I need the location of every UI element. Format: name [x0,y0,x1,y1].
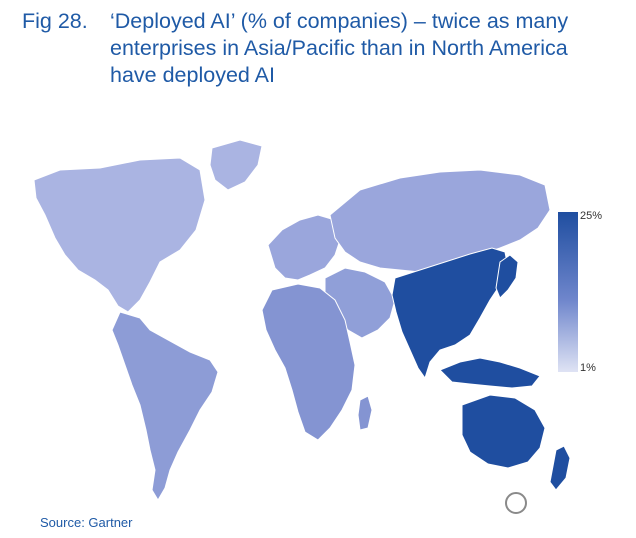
title-line-2: enterprises in Asia/Pacific than in Nort… [110,36,568,60]
region-africa [261,283,356,441]
region-russia-central-asia [329,169,551,273]
source-note: Source: Gartner [40,515,133,530]
region-japan [495,254,519,299]
title-line-3: have deployed AI [110,63,275,87]
region-madagascar [357,395,373,431]
region-indonesia-philippines [439,357,541,389]
figure-number: Fig 28. [22,9,88,33]
region-europe [267,214,341,281]
title-line-1: ‘Deployed AI’ (% of companies) – twice a… [110,9,569,33]
region-asia-pacific-mainland [391,247,509,380]
region-greenland [209,139,263,191]
region-north-america [33,157,206,313]
legend-min-label: 1% [580,362,596,374]
watermark-icon [505,492,527,514]
region-new-zealand [549,445,571,491]
region-latin-america [111,311,219,501]
watermark-logo [505,490,629,532]
figure-title: Fig 28. ‘Deployed AI’ (% of companies) –… [22,8,622,89]
regions-layer [33,139,571,501]
legend-max-label: 25% [580,210,603,222]
color-scale-legend [558,212,578,372]
region-australia [461,394,546,469]
